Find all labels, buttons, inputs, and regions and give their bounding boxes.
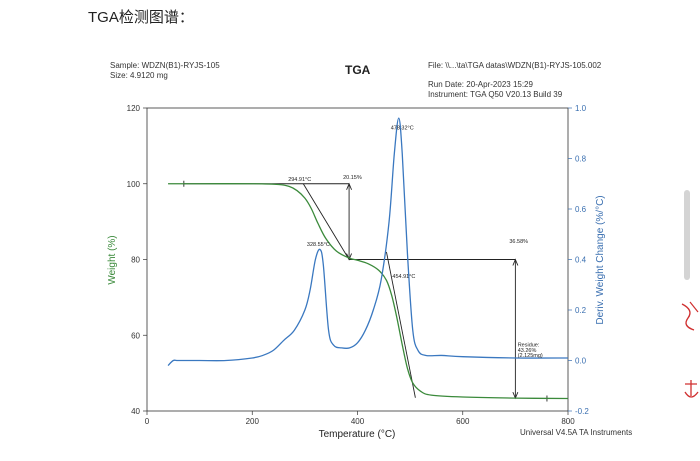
y-axis-left: 40 60 80 100 120 <box>127 104 147 416</box>
y-right-tick-label: -0.2 <box>575 407 589 416</box>
y-right-tick-label: 0.8 <box>575 155 587 164</box>
page-heading: TGA检测图谱： <box>88 9 194 26</box>
x-axis: 0 200 400 600 800 <box>145 411 575 426</box>
y-left-tick-label: 100 <box>127 180 141 189</box>
derivative-curve <box>167 117 569 367</box>
y-axis-right-label: Deriv. Weight Change (%/°C) <box>595 195 606 324</box>
run-info: Run Date: 20-Apr-2023 15:29 Instrument: … <box>428 80 562 100</box>
annotation-label: 454.91°C <box>392 274 415 280</box>
annotation-label: 328.55°C <box>307 242 330 248</box>
annotations: 294.91°C 20.15% 478.32°C 328.55°C 36.58% 454.… <box>288 126 543 360</box>
step-2-arrow-head-top <box>512 258 519 266</box>
software-footer: Universal V4.5A TA Instruments <box>520 428 633 437</box>
y-right-tick-label: 0.2 <box>575 306 587 315</box>
x-tick-label: 0 <box>145 417 150 426</box>
y-right-tick-label: 1.0 <box>575 104 587 113</box>
file-path: File: \\...\ta\TGA datas\WDZN(B1)-RYJS-1… <box>428 61 602 70</box>
step-1-arrow-head-top <box>346 182 352 190</box>
file-info: File: \\...\ta\TGA datas\WDZN(B1)-RYJS-1… <box>428 61 601 71</box>
x-tick-label: 400 <box>351 417 365 426</box>
x-tick-label: 200 <box>246 417 260 426</box>
y-axis-left-label: Weight (%) <box>107 235 118 284</box>
chart-title: TGA <box>345 63 371 77</box>
x-axis-label: Temperature (°C) <box>319 429 396 440</box>
annotation-label: 43.26% <box>518 348 537 354</box>
stamp-fragment <box>681 301 699 331</box>
stamp-fragment-2 <box>684 380 699 398</box>
sample-name: Sample: WDZN(B1)-RYJS-105 <box>110 61 220 70</box>
step-1-arrow-head-bottom <box>346 253 352 261</box>
annotation-label: 36.58% <box>509 239 528 245</box>
onset-tangent-1 <box>302 183 350 260</box>
x-tick-label: 600 <box>456 417 470 426</box>
analysis-guides <box>183 180 548 402</box>
annotation-label: (2.125mg) <box>518 353 543 359</box>
annotation-label: Residue: <box>518 343 540 349</box>
annotation-label: 294.91°C <box>288 177 311 183</box>
instrument-name: Instrument: TGA Q50 V20.13 Build 39 <box>428 90 563 99</box>
sample-size: Size: 4.9120 mg <box>110 71 168 80</box>
y-left-tick-label: 120 <box>127 104 141 113</box>
y-left-tick-label: 40 <box>131 407 140 416</box>
y-right-tick-label: 0.0 <box>575 357 587 366</box>
x-tick-label: 800 <box>561 417 575 426</box>
y-right-tick-label: 0.4 <box>575 256 587 265</box>
scrollbar-thumb[interactable] <box>684 190 690 280</box>
run-date: Run Date: 20-Apr-2023 15:29 <box>428 80 533 89</box>
annotation-label: 478.32°C <box>391 126 414 132</box>
y-left-tick-label: 60 <box>131 331 140 340</box>
onset-tangent-2 <box>386 251 416 398</box>
y-right-tick-label: 0.6 <box>575 205 587 214</box>
y-axis-right: -0.2 0.0 0.2 0.4 0.6 0.8 1.0 <box>568 104 589 416</box>
weight-curve <box>168 183 569 400</box>
sample-info: Sample: WDZN(B1)-RYJS-105 Size: 4.9120 m… <box>110 61 220 81</box>
y-left-tick-label: 80 <box>131 256 140 265</box>
annotation-label: 20.15% <box>343 175 362 181</box>
